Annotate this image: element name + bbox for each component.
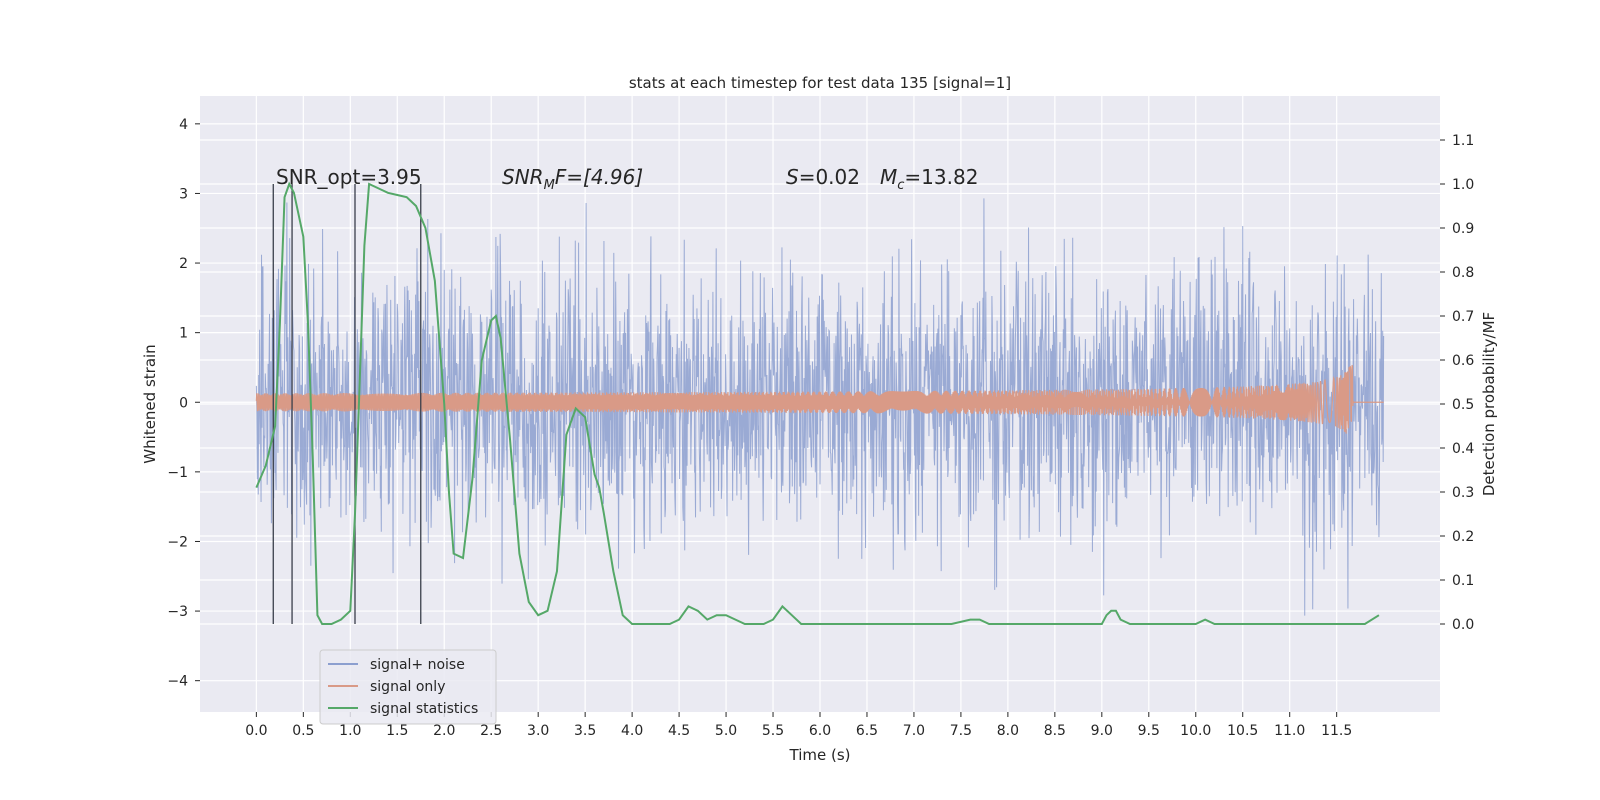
statistics-line (255, 181, 1380, 625)
y-axis-label-right: Detection probability/MF (1480, 312, 1498, 496)
x-tick-label: 0.0 (245, 723, 267, 739)
legend-box (319, 649, 497, 725)
y-tick-label: −4 (167, 674, 188, 690)
x-tick-label: 7.0 (903, 723, 925, 739)
x-tick-label: 0.5 (292, 723, 314, 739)
x-tick-label: 8.5 (1044, 723, 1066, 739)
y-tick-label: −3 (167, 604, 188, 620)
annotation-snr-opt: SNR_opt=3.95 (276, 165, 422, 189)
x-tick-label: 4.0 (621, 723, 643, 739)
x-tick-label: 5.5 (762, 723, 784, 739)
y-tick-label: 0 (179, 395, 188, 411)
x-tick-label: 2.5 (480, 723, 502, 739)
s-value: =0.02 (799, 165, 860, 189)
x-ticks: 0.0 0.5 1.0 1.5 2.0 2.5 3.0 3.5 4.0 4.5 5.0 5.5 6.0 6… (245, 712, 1352, 739)
x-tick-label: 1.0 (339, 723, 361, 739)
legend-label-stats: signal statistics (370, 701, 478, 717)
noise-series (255, 198, 1385, 616)
y-tick-label: 1 (179, 326, 188, 342)
y-axis-label: Whitened strain (141, 344, 159, 463)
y-tick-label: 4 (179, 117, 188, 133)
x-tick-label: 8.0 (997, 723, 1019, 739)
s-name: S (786, 165, 799, 189)
annotation-snr-mf: SNRMF=[4.96] (502, 165, 643, 193)
x-tick-label: 10.5 (1227, 723, 1258, 739)
y-right-tick-label: 0.5 (1452, 397, 1474, 413)
x-tick-label: 11.5 (1321, 723, 1352, 739)
annotation-s: S=0.02 (786, 165, 860, 189)
y-right-tick-label: 0.0 (1452, 617, 1474, 633)
snr-mf-sub: M (544, 178, 555, 193)
x-tick-label: 3.0 (527, 723, 549, 739)
x-tick-label: 5.0 (715, 723, 737, 739)
x-tick-label: 6.0 (809, 723, 831, 739)
y-tick-label: 2 (179, 256, 188, 272)
vertical-markers (272, 184, 422, 624)
y-tick-label: 3 (179, 186, 188, 202)
mc-sub: c (897, 178, 904, 193)
legend-label-signal: signal only (370, 679, 445, 695)
x-axis-label: Time (s) (789, 746, 851, 764)
statistics-series (255, 181, 1380, 625)
noise-trace (255, 198, 1385, 616)
y-right-tick-label: 0.9 (1452, 221, 1474, 237)
y-ticks-right: 1.1 1.0 0.9 0.8 0.7 0.6 0.5 0.4 0.3 0.2 0.1 0.0 (1440, 133, 1474, 633)
x-tick-label: 6.5 (856, 723, 878, 739)
x-tick-label: 3.5 (574, 723, 596, 739)
x-tick-label: 9.5 (1138, 723, 1160, 739)
y-right-tick-label: 0.7 (1452, 309, 1474, 325)
x-tick-label: 9.0 (1091, 723, 1113, 739)
chart-title: stats at each timestep for test data 135… (629, 74, 1011, 92)
snr-mf-rest: F=[4.96] (555, 165, 643, 189)
mc-name: M (880, 165, 897, 189)
legend: signal+ noise signal only signal statist… (319, 649, 497, 725)
y-right-tick-label: 1.1 (1452, 133, 1474, 149)
y-ticks-left: 4 3 2 1 0 −1 −2 −3 −4 (167, 117, 200, 690)
y-right-tick-label: 0.8 (1452, 265, 1474, 281)
x-tick-label: 2.0 (433, 723, 455, 739)
snr-mf-name: SNR (502, 165, 544, 189)
y-right-tick-label: 0.3 (1452, 485, 1474, 501)
y-tick-label: −2 (167, 534, 188, 550)
mc-value: =13.82 (904, 165, 978, 189)
y-right-tick-label: 0.6 (1452, 353, 1474, 369)
y-right-tick-label: 1.0 (1452, 177, 1474, 193)
x-tick-label: 10.0 (1180, 723, 1211, 739)
annotation-mc: Mc=13.82 (880, 165, 978, 193)
y-right-tick-label: 0.2 (1452, 529, 1474, 545)
x-tick-label: 1.5 (386, 723, 408, 739)
y-right-tick-label: 0.4 (1452, 441, 1474, 457)
x-tick-label: 7.5 (950, 723, 972, 739)
x-tick-label: 11.0 (1274, 723, 1305, 739)
y-right-tick-label: 0.1 (1452, 573, 1474, 589)
x-tick-label: 4.5 (668, 723, 690, 739)
y-tick-label: −1 (167, 465, 188, 481)
legend-label-noise: signal+ noise (370, 657, 465, 673)
